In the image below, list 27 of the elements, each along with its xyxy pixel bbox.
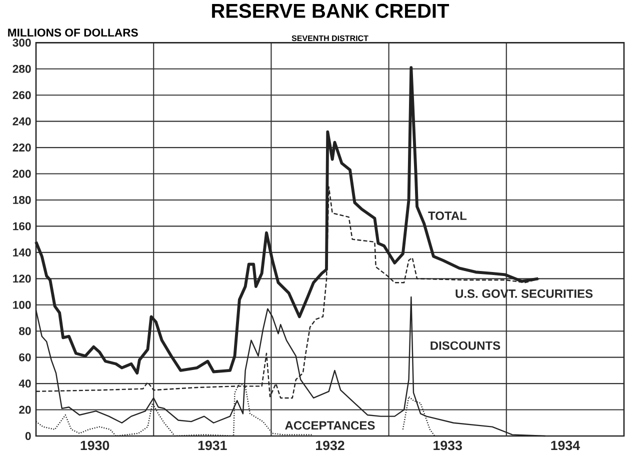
y-tick-label: 160 [13, 222, 31, 230]
chart-title: RESERVE BANK CREDIT [212, 4, 450, 18]
y-tick-label: 220 [12, 144, 31, 152]
y-tick-label: 100 [13, 300, 31, 309]
y-tick-label: 140 [13, 248, 31, 256]
y-tick-label: 280 [12, 64, 31, 73]
y-tick-label: 240 [12, 117, 31, 126]
series-label: DISCOUNTS [430, 341, 500, 350]
series-label: ACCEPTANCES [285, 421, 375, 430]
y-tick-label: 40 [18, 380, 31, 388]
y-tick-label: 180 [13, 196, 31, 204]
y-tick-label: 200 [12, 170, 31, 178]
x-tick-label: 1931 [198, 440, 227, 450]
x-tick-label: 1932 [316, 440, 344, 450]
y-tick-label: 260 [12, 91, 31, 100]
chart-subtitle: SEVENTH DISTRICT [292, 35, 368, 42]
y-axis-title: MILLIONS OF DOLLARS [8, 28, 138, 37]
x-tick-label: 1930 [80, 440, 110, 450]
y-tick-label: 80 [19, 327, 31, 336]
x-tick-label: 1933 [434, 440, 462, 450]
y-tick-label: 60 [19, 353, 31, 362]
y-tick-label: 0 [25, 432, 31, 440]
y-tick-label: 20 [19, 406, 31, 414]
x-tick-label: 1934 [551, 440, 580, 450]
y-tick-label: 120 [13, 274, 31, 283]
y-tick-label: 300 [12, 38, 31, 47]
series-label: TOTAL [428, 212, 467, 220]
